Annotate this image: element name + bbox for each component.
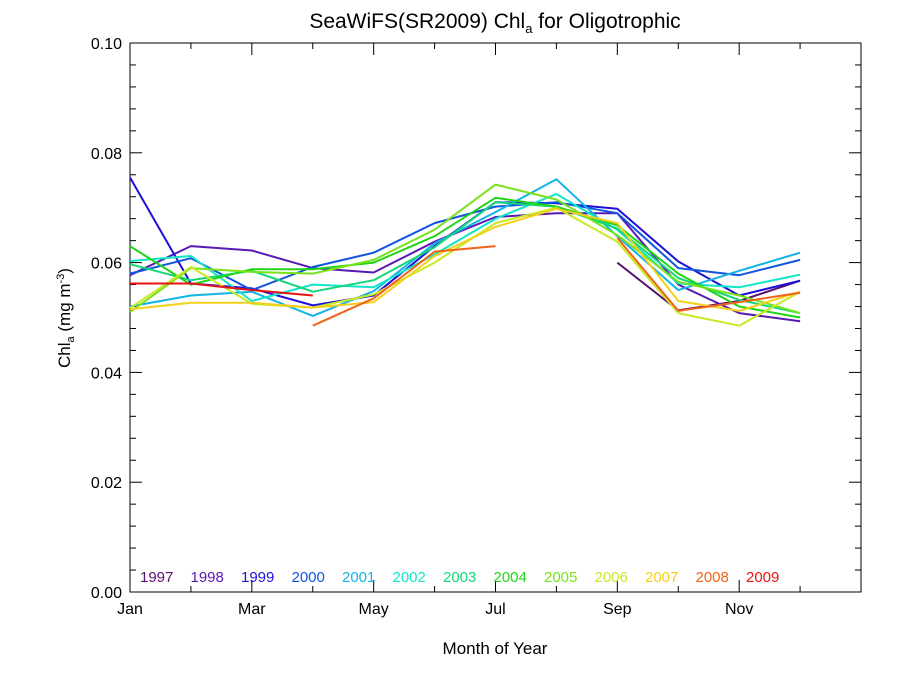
legend-item-1997: 1997 <box>140 569 173 586</box>
x-tick-label: May <box>359 601 389 618</box>
x-tick-label: Jul <box>485 601 505 618</box>
y-tick-label: 0.00 <box>91 585 122 602</box>
y-axis-label: Chla (mg m-3) <box>55 268 77 368</box>
axes-layer: 0.00 0.02 0.04 0.06 0.08 0.10 Jan Mar May Jul Sep N… <box>91 36 862 618</box>
legend-item-2007: 2007 <box>645 569 678 586</box>
legend-item-2000: 2000 <box>292 569 325 586</box>
legend-item-2009: 2009 <box>746 569 779 586</box>
y-tick-label: 0.06 <box>91 256 122 273</box>
x-tick-label: Mar <box>238 601 266 618</box>
legend-item-2005: 2005 <box>544 569 577 586</box>
legend: 1997 1998 1999 2000 2001 2002 2003 2004 2005 2006… <box>140 569 779 586</box>
x-axis-label: Month of Year <box>443 639 548 658</box>
series-line-2009 <box>130 282 313 297</box>
y-axis-label-subscript: a <box>65 335 77 342</box>
legend-item-2006: 2006 <box>595 569 628 586</box>
legend-item-2002: 2002 <box>393 569 426 586</box>
legend-item-2001: 2001 <box>342 569 375 586</box>
x-tick-label: Sep <box>603 601 632 618</box>
x-tick-label: Nov <box>725 601 753 618</box>
series-line-2003 <box>129 201 801 315</box>
chart-title-subscript: a <box>525 21 533 36</box>
y-tick-label: 0.10 <box>91 36 122 53</box>
series-line-1998 <box>129 212 801 323</box>
series-line-2008 <box>616 237 801 312</box>
legend-item-2008: 2008 <box>696 569 729 586</box>
series-line-2005 <box>129 183 801 315</box>
y-tick-label: 0.04 <box>91 365 122 382</box>
series-line-2008 <box>312 245 496 327</box>
legend-item-2004: 2004 <box>494 569 527 586</box>
series-line-2000 <box>129 201 801 292</box>
x-tick-label: Jan <box>117 601 143 618</box>
chart-title: SeaWiFS(SR2009) Chla for Oligotrophic <box>309 10 680 36</box>
legend-item-2003: 2003 <box>443 569 476 586</box>
y-tick-label: 0.02 <box>91 475 122 492</box>
series-line-2007 <box>129 207 801 312</box>
y-axis-label-superscript: -3 <box>55 274 67 284</box>
legend-item-1999: 1999 <box>241 569 274 586</box>
series-line-2006 <box>129 206 801 327</box>
series-layer <box>129 177 801 327</box>
legend-item-1998: 1998 <box>191 569 224 586</box>
plot-frame <box>129 42 862 593</box>
y-tick-label: 0.08 <box>91 146 122 163</box>
